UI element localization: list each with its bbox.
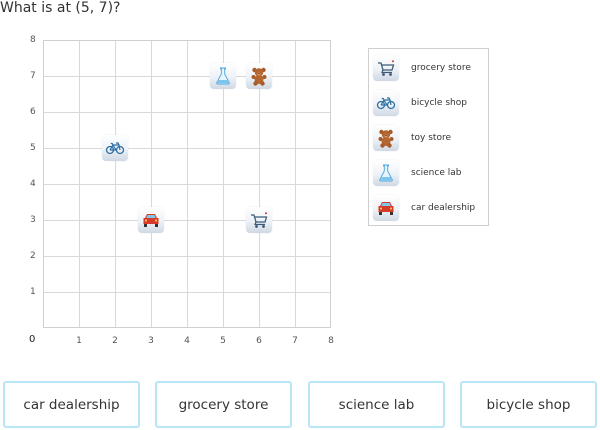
legend-item-bicycle-shop: bicycle shop bbox=[373, 90, 467, 116]
legend-item-grocery-store: grocery store bbox=[373, 55, 471, 81]
bicycle-icon bbox=[102, 135, 128, 161]
legend-label: bicycle shop bbox=[411, 98, 467, 108]
answer-car-dealership-button[interactable]: car dealership bbox=[3, 381, 140, 428]
teddy-bear-icon bbox=[373, 125, 399, 151]
grid-line bbox=[44, 256, 330, 257]
grid-line bbox=[44, 292, 330, 293]
y-tick-6: 6 bbox=[30, 107, 36, 117]
x-tick-1: 1 bbox=[76, 336, 82, 346]
teddy-bear-icon bbox=[246, 63, 272, 89]
flask-icon bbox=[373, 160, 399, 186]
x-tick-3: 3 bbox=[148, 336, 154, 346]
legend-label: car dealership bbox=[411, 203, 476, 213]
y-tick-4: 4 bbox=[30, 179, 36, 189]
y-tick-1: 1 bbox=[30, 287, 36, 297]
x-tick-6: 6 bbox=[256, 336, 262, 346]
grid-line bbox=[44, 148, 330, 149]
legend-item-science-lab: science lab bbox=[373, 160, 461, 186]
y-tick-8: 8 bbox=[30, 35, 36, 45]
y-tick-2: 2 bbox=[30, 251, 36, 261]
x-tick-4: 4 bbox=[184, 336, 190, 346]
answer-science-lab-button[interactable]: science lab bbox=[308, 381, 445, 428]
grid-line bbox=[44, 112, 330, 113]
flask-icon bbox=[210, 63, 236, 89]
question-prompt: What is at (5, 7)? bbox=[0, 0, 121, 16]
shopping-cart-icon bbox=[246, 207, 272, 233]
coordinate-grid bbox=[43, 40, 331, 328]
grid-line bbox=[44, 184, 330, 185]
legend-label: grocery store bbox=[411, 63, 471, 73]
x-tick-7: 7 bbox=[292, 336, 298, 346]
answer-bicycle-shop-button[interactable]: bicycle shop bbox=[460, 381, 597, 428]
legend-item-toy-store: toy store bbox=[373, 125, 451, 151]
answer-grocery-store-button[interactable]: grocery store bbox=[155, 381, 292, 428]
x-tick-5: 5 bbox=[220, 336, 226, 346]
legend: grocery store bicycle shop toy store sci… bbox=[368, 48, 489, 226]
car-icon bbox=[373, 195, 399, 221]
y-tick-3: 3 bbox=[30, 215, 36, 225]
legend-label: toy store bbox=[411, 133, 451, 143]
legend-item-car-dealership: car dealership bbox=[373, 195, 475, 221]
grid-line bbox=[44, 220, 330, 221]
x-tick-2: 2 bbox=[112, 336, 118, 346]
grid-line bbox=[44, 76, 330, 77]
origin-label: 0 bbox=[29, 334, 36, 345]
x-tick-8: 8 bbox=[328, 336, 334, 346]
shopping-cart-icon bbox=[373, 55, 399, 81]
legend-label: science lab bbox=[411, 168, 462, 178]
car-icon bbox=[138, 207, 164, 233]
y-tick-5: 5 bbox=[30, 143, 36, 153]
y-tick-7: 7 bbox=[30, 71, 36, 81]
bicycle-icon bbox=[373, 90, 399, 116]
